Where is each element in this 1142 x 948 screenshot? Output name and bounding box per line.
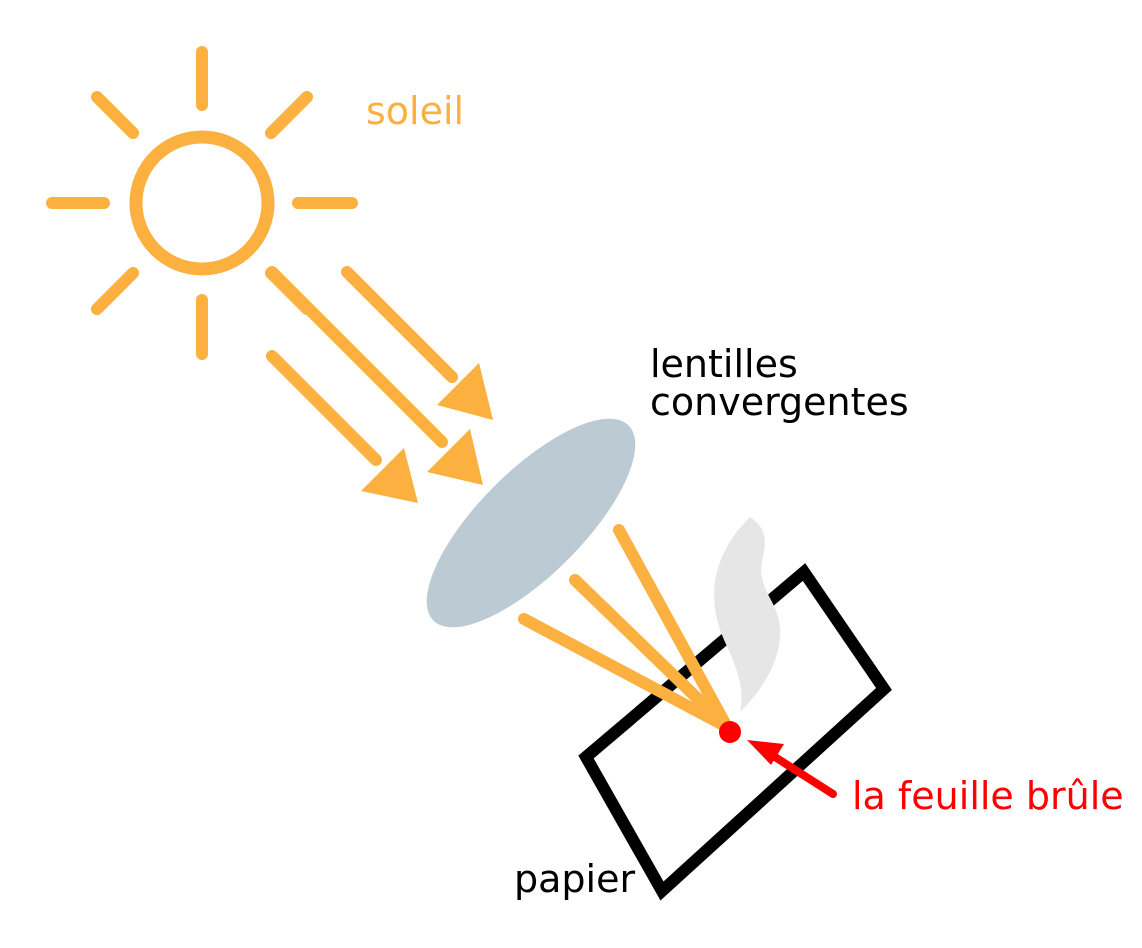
smoke-icon xyxy=(714,517,781,712)
sun-ray xyxy=(265,91,313,139)
converging-ray xyxy=(613,524,733,733)
lens-label-line2: convergentes xyxy=(650,380,909,424)
lens-label-line1: lentilles xyxy=(650,342,798,386)
converging-ray xyxy=(569,574,733,733)
converging-ray xyxy=(518,613,733,733)
converging-rays xyxy=(518,524,733,733)
lens-icon xyxy=(426,418,636,628)
sun-ray xyxy=(91,91,139,139)
burn-label: la feuille brûle xyxy=(852,774,1124,818)
burn-point-icon xyxy=(719,721,741,743)
burn-arrow xyxy=(747,740,837,798)
sun-ray xyxy=(91,267,139,315)
incoming-rays xyxy=(266,266,493,503)
incoming-ray-arrow xyxy=(266,266,483,485)
incoming-ray-arrow xyxy=(266,350,418,503)
sun-label: soleil xyxy=(366,89,464,133)
sun-disc xyxy=(129,130,275,276)
incoming-ray-arrow xyxy=(341,266,493,420)
paper-label: papier xyxy=(514,857,635,901)
